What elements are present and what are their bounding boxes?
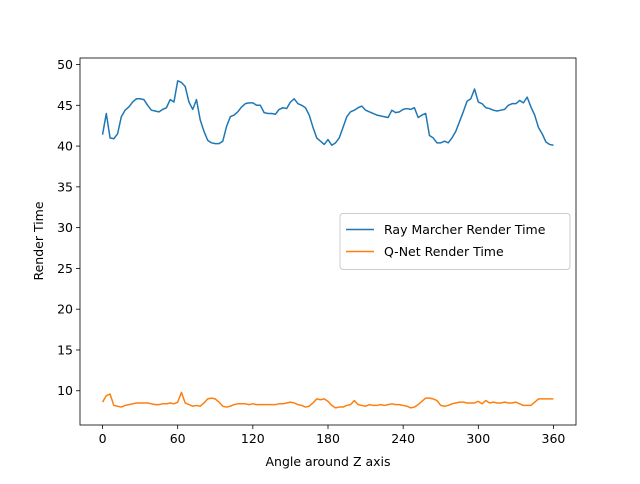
x-tick-label: 180 — [316, 431, 340, 446]
y-tick-label: 40 — [57, 139, 73, 154]
x-tick-label: 60 — [170, 431, 186, 446]
x-tick-label: 300 — [466, 431, 490, 446]
x-tick-label: 240 — [391, 431, 415, 446]
y-tick-label: 10 — [57, 383, 73, 398]
y-tick-label: 20 — [57, 302, 73, 317]
legend-label: Ray Marcher Render Time — [384, 222, 546, 237]
x-tick-label: 120 — [241, 431, 265, 446]
y-tick-label: 45 — [57, 98, 73, 113]
legend-box — [339, 213, 571, 270]
plot-frame — [79, 57, 577, 426]
x-tick-label: 360 — [542, 431, 566, 446]
x-tick-label: 0 — [99, 431, 107, 446]
y-tick-label: 30 — [57, 220, 73, 235]
y-axis-label: Render Time — [31, 201, 46, 280]
series-line — [101, 391, 554, 409]
y-tick-label: 15 — [57, 342, 73, 357]
y-tick-label: 35 — [57, 179, 73, 194]
y-tick-label: 50 — [57, 57, 73, 72]
y-tick-label: 25 — [57, 261, 73, 276]
legend-label: Q-Net Render Time — [384, 244, 504, 259]
x-axis-label: Angle around Z axis — [265, 454, 390, 469]
series-line — [101, 80, 554, 147]
legend: Ray Marcher Render Time Q-Net Render Time — [339, 213, 571, 270]
